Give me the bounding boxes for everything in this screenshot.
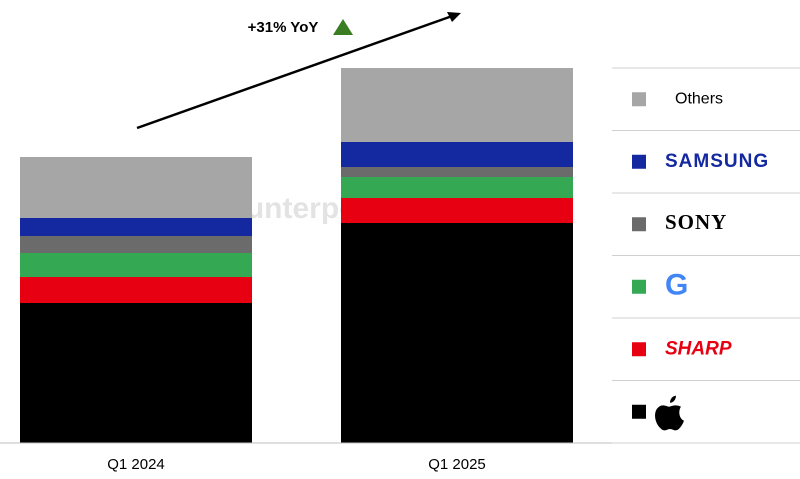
x-tick-label: Q1 2024: [107, 456, 165, 473]
legend-swatch: [632, 342, 646, 357]
bar-segment: [341, 167, 573, 177]
legend-label: SHARP: [665, 338, 732, 359]
legend-swatch: [632, 217, 646, 232]
annotation: +31% YoY: [248, 19, 319, 36]
bar-segment: [341, 177, 573, 198]
legend-swatch: [632, 92, 646, 107]
legend-swatch: [632, 279, 646, 294]
bar-segment: [20, 253, 252, 277]
legend-label: SONY: [665, 210, 727, 234]
legend-label: G: [665, 269, 688, 302]
apple-logo: [655, 395, 684, 431]
bar-segment: [20, 236, 252, 253]
legend-swatch: [632, 404, 646, 419]
legend-swatch: [632, 154, 646, 169]
arrow-head: [447, 12, 461, 22]
bar-segment: [341, 223, 573, 443]
trend-arrow: [136, 13, 456, 130]
up-triangle: [333, 19, 353, 35]
bar-segment: [341, 198, 573, 223]
legend-label: SAMSUNG: [665, 151, 769, 172]
bar-segment: [20, 303, 252, 443]
bar-segment: [341, 68, 573, 142]
bar-segment: [341, 142, 573, 167]
legend-label: Others: [675, 90, 723, 107]
bar-segment: [20, 277, 252, 303]
bar-segment: [20, 157, 252, 218]
bar-segment: [20, 218, 252, 236]
x-tick-label: Q1 2025: [428, 456, 486, 473]
